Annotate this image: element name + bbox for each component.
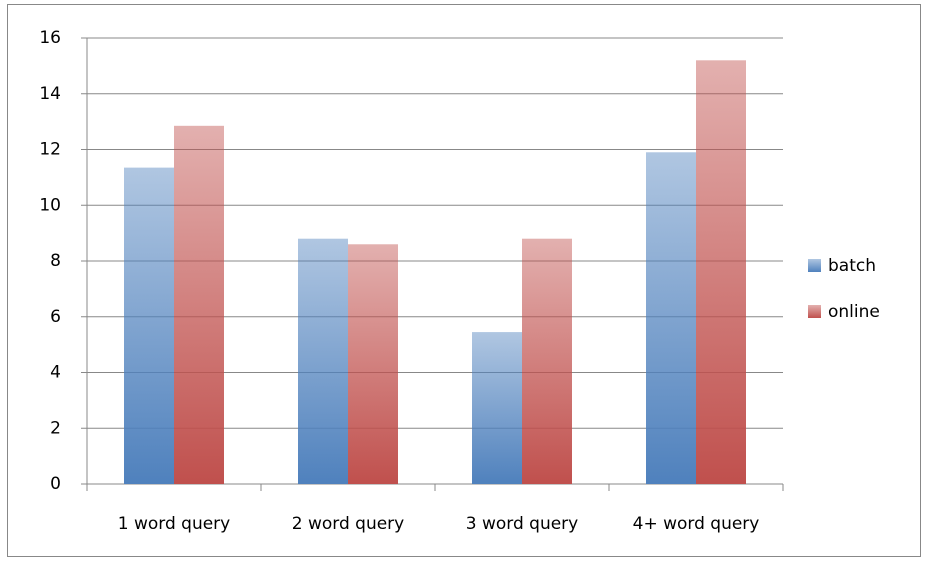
legend-label: batch xyxy=(828,256,876,276)
y-tick-label: 12 xyxy=(39,140,61,160)
bar xyxy=(472,332,522,484)
bar xyxy=(124,167,174,484)
y-tick-label: 4 xyxy=(50,363,61,383)
y-tick-label: 10 xyxy=(39,195,61,215)
legend-swatch xyxy=(808,259,821,272)
bar xyxy=(522,238,572,484)
x-tick-label: 1 word query xyxy=(118,514,230,534)
x-tick-label: 4+ word query xyxy=(633,514,760,534)
y-tick-label: 14 xyxy=(39,84,61,104)
y-tick-label: 16 xyxy=(39,28,61,48)
bar xyxy=(174,125,224,485)
bar xyxy=(298,238,348,484)
bar xyxy=(348,244,398,484)
y-tick-label: 8 xyxy=(50,251,61,271)
legend-label: online xyxy=(828,302,880,322)
legend-swatch xyxy=(808,305,821,318)
bar xyxy=(646,152,696,484)
x-tick-label: 3 word query xyxy=(466,514,578,534)
y-tick-label: 6 xyxy=(50,307,61,327)
x-tick-label: 2 word query xyxy=(292,514,404,534)
y-tick-label: 2 xyxy=(50,418,61,438)
y-tick-label: 0 xyxy=(50,474,61,494)
bar xyxy=(696,60,746,485)
